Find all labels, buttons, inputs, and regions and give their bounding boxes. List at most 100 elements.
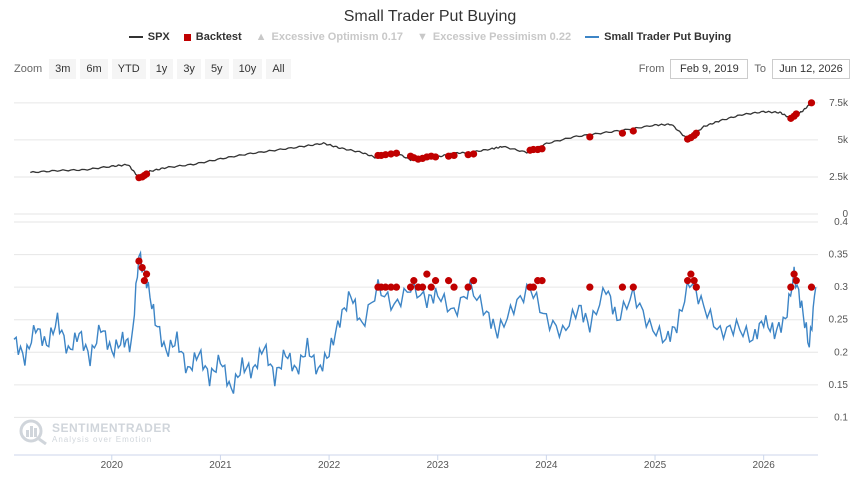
backtest-spx-point — [431, 153, 440, 161]
zoom-6m-button[interactable]: 6m — [80, 59, 108, 79]
x-tick-label: 2020 — [101, 460, 124, 471]
magnifier-chart-icon — [19, 419, 47, 445]
triangle-down-icon: ▼ — [416, 31, 428, 43]
upper-y-tick-label: 2.5k — [829, 172, 849, 183]
legend-item-backtest[interactable]: Backtest — [183, 31, 242, 43]
chart-title: Small Trader Put Buying — [343, 8, 517, 25]
legend-label: Excessive Optimism 0.17 — [271, 31, 403, 43]
from-label: From — [638, 63, 665, 75]
backtest-put-point — [690, 277, 698, 285]
to-label: To — [754, 63, 766, 75]
backtest-put-point — [418, 283, 427, 291]
backtest-put-point — [469, 277, 478, 285]
backtest-put-point — [431, 277, 440, 285]
backtest-put-point — [464, 283, 472, 291]
zoom-10y-button[interactable]: 10y — [232, 59, 263, 79]
watermark-logo: SENTIMENTRADER Analysis over Emotion — [18, 419, 171, 445]
backtest-put-point — [410, 277, 418, 285]
backtest-put-point — [135, 257, 143, 265]
legend-item-excessive-pessimism[interactable]: ▼ Excessive Pessimism 0.22 — [417, 31, 571, 43]
to-date-input[interactable]: Jun 12, 2026 — [772, 59, 850, 79]
legend: SPX Backtest ▲ Excessive Optimism 0.17 ▼… — [0, 31, 860, 43]
backtest-put-point — [381, 283, 390, 291]
backtest-put-point — [790, 270, 798, 278]
legend-label: Backtest — [195, 31, 242, 43]
lower-y-tick-label: 0.2 — [834, 347, 848, 358]
put-buying-series-line — [13, 250, 817, 394]
lower-y-tick-label: 0.1 — [834, 412, 848, 423]
backtest-spx-point — [450, 151, 458, 160]
line-swatch-icon — [585, 36, 600, 38]
square-swatch-icon — [183, 33, 191, 41]
backtest-spx-point — [692, 129, 700, 137]
x-tick-label: 2026 — [753, 460, 776, 471]
backtest-put-point — [586, 283, 594, 291]
zoom-label: Zoom — [14, 63, 43, 75]
backtest-put-point — [529, 283, 537, 291]
x-tick-label: 2025 — [644, 460, 667, 471]
legend-label: SPX — [147, 31, 170, 43]
backtest-put-point — [538, 277, 546, 285]
backtest-spx-point — [142, 170, 151, 178]
backtest-put-point — [387, 283, 395, 291]
backtest-spx-point — [387, 150, 395, 158]
backtest-put-point — [142, 270, 151, 278]
lower-y-tick-label: 0.15 — [829, 380, 849, 391]
zoom-all-button[interactable]: All — [266, 59, 291, 79]
upper-y-tick-label: 0 — [842, 209, 848, 220]
backtest-put-point — [792, 277, 800, 285]
backtest-put-point — [450, 283, 458, 291]
zoom-toolbar: Zoom 3m 6m YTD 1y 3y 5y 10y All — [14, 59, 291, 79]
zoom-1y-button[interactable]: 1y — [149, 59, 174, 79]
line-swatch-icon — [128, 36, 143, 38]
backtest-put-point — [807, 283, 816, 291]
x-tick-label: 2022 — [318, 460, 341, 471]
lower-y-tick-label: 0.35 — [829, 250, 849, 261]
triangle-up-icon: ▲ — [255, 31, 267, 43]
legend-label: Small Trader Put Buying — [604, 31, 732, 43]
backtest-put-point — [427, 283, 435, 291]
watermark-main: SENTIMENTRADER — [52, 420, 172, 435]
x-tick-label: 2024 — [535, 460, 558, 471]
backtest-spx-point — [444, 152, 453, 160]
zoom-ytd-button[interactable]: YTD — [111, 59, 146, 79]
backtest-spx-point — [618, 129, 627, 137]
backtest-put-point — [392, 283, 401, 291]
legend-label: Excessive Pessimism 0.22 — [432, 31, 572, 43]
legend-item-spx[interactable]: SPX — [128, 31, 170, 43]
lower-y-tick-label: 0.4 — [834, 217, 848, 228]
date-range: From Feb 9, 2019 To Jun 12, 2026 — [639, 59, 850, 79]
backtest-spx-point — [392, 149, 401, 157]
zoom-5y-button[interactable]: 5y — [204, 59, 229, 79]
backtest-spx-point — [586, 133, 594, 141]
backtest-put-point — [423, 270, 431, 278]
from-date-input[interactable]: Feb 9, 2019 — [670, 59, 749, 79]
backtest-spx-point — [464, 151, 472, 159]
backtest-spx-point — [469, 150, 478, 158]
backtest-spx-point — [381, 151, 390, 159]
backtest-put-point — [629, 283, 637, 291]
backtest-put-point — [444, 277, 453, 285]
watermark-sub: Analysis over Emotion — [52, 434, 153, 444]
upper-y-tick-label: 5k — [837, 135, 849, 146]
backtest-put-point — [138, 264, 146, 272]
backtest-put-point — [618, 283, 627, 291]
zoom-3y-button[interactable]: 3y — [177, 59, 201, 79]
backtest-put-point — [692, 283, 700, 291]
backtest-put-point — [140, 277, 148, 285]
x-tick-label: 2023 — [427, 460, 450, 471]
upper-y-tick-label: 7.5k — [829, 98, 849, 109]
backtest-spx-point — [629, 127, 637, 135]
legend-item-small-trader-put-buying[interactable]: Small Trader Put Buying — [585, 31, 731, 43]
backtest-spx-point — [792, 110, 800, 118]
zoom-3m-button[interactable]: 3m — [49, 59, 77, 79]
lower-y-tick-label: 0.3 — [834, 282, 848, 293]
backtest-put-point — [684, 277, 692, 285]
legend-item-excessive-optimism[interactable]: ▲ Excessive Optimism 0.17 — [256, 31, 403, 43]
backtest-put-point — [787, 283, 795, 291]
x-tick-label: 2021 — [209, 460, 232, 471]
backtest-put-point — [406, 283, 415, 291]
backtest-put-point — [687, 270, 695, 278]
backtest-spx-point — [538, 145, 546, 153]
